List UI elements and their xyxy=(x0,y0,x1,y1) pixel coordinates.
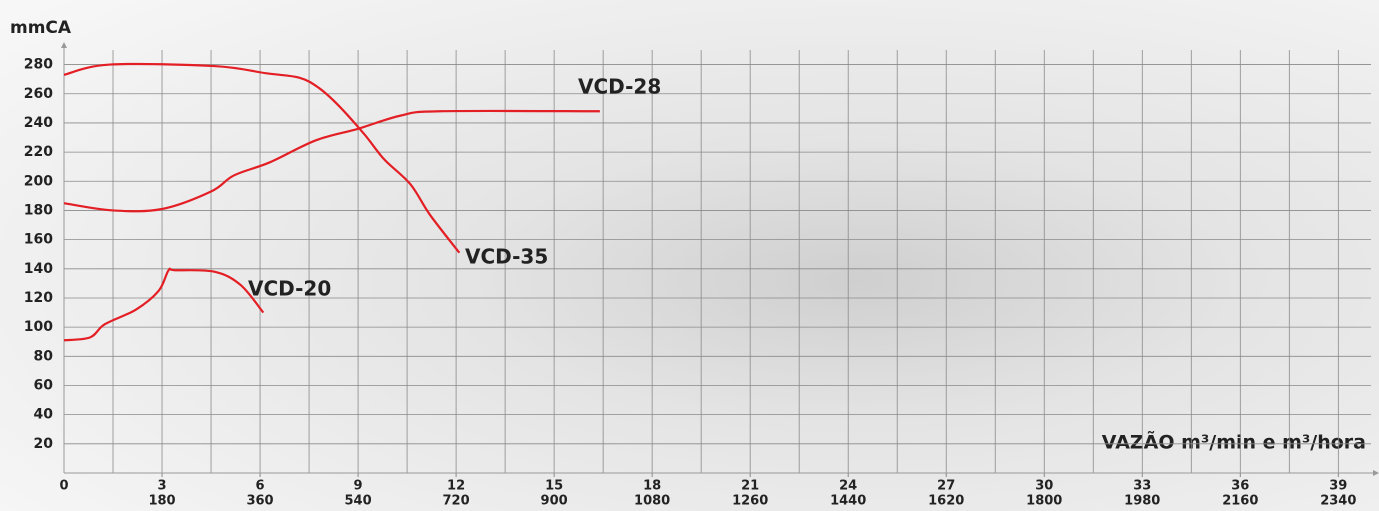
x-tick-label: 24 xyxy=(839,479,857,494)
x-tick-label: 6 xyxy=(256,479,265,494)
x-axis-label: VAZÃO m³/min e m³/hora xyxy=(1102,430,1366,454)
y-tick-label: 120 xyxy=(24,290,53,306)
y-tick-label: 100 xyxy=(24,319,53,335)
x-tick-label: 9 xyxy=(354,479,363,494)
y-tick-label: 180 xyxy=(24,202,53,218)
y-tick-label: 140 xyxy=(24,261,53,277)
y-tick-label: 280 xyxy=(24,57,53,73)
x-tick-label: 15 xyxy=(545,479,563,494)
y-tick-label: 80 xyxy=(34,348,54,364)
y-tick-label: 220 xyxy=(24,144,53,160)
x-axis-arrow xyxy=(1373,470,1379,476)
x-tick-label-secondary: 1440 xyxy=(830,494,866,509)
series-label: VCD-28 xyxy=(578,75,661,99)
series-line xyxy=(63,62,461,254)
x-tick-label-secondary: 1800 xyxy=(1026,494,1062,509)
x-tick-label: 18 xyxy=(643,479,661,494)
x-tick-label: 21 xyxy=(741,479,759,494)
x-tick-label: 39 xyxy=(1329,479,1347,494)
y-tick-label: 160 xyxy=(24,232,53,248)
series-line xyxy=(63,267,265,342)
y-tick-label: 20 xyxy=(34,436,54,452)
x-tick-label-secondary: 2340 xyxy=(1320,494,1356,509)
x-tick-label: 0 xyxy=(59,479,68,494)
x-tick-label-secondary: 720 xyxy=(443,494,470,509)
y-tick-label: 260 xyxy=(24,86,53,102)
x-tick-label-secondary: 1260 xyxy=(732,494,768,509)
x-tick-label: 27 xyxy=(937,479,955,494)
series-label: VCD-20 xyxy=(248,277,331,301)
x-tick-label: 3 xyxy=(158,479,167,494)
x-tick-label: 30 xyxy=(1035,479,1053,494)
x-tick-label-secondary: 2160 xyxy=(1222,494,1258,509)
y-axis-arrow xyxy=(61,42,67,48)
x-tick-label: 36 xyxy=(1231,479,1249,494)
y-tick-label: 40 xyxy=(34,407,54,423)
series-line xyxy=(63,109,600,213)
x-tick-label-secondary: 1620 xyxy=(928,494,964,509)
x-tick-label: 12 xyxy=(447,479,465,494)
x-tick-label-secondary: 180 xyxy=(148,494,175,509)
series-label: VCD-35 xyxy=(465,245,548,269)
x-tick-label-secondary: 540 xyxy=(345,494,372,509)
y-axis-label: mmCA xyxy=(10,18,72,38)
x-tick-label-secondary: 1980 xyxy=(1124,494,1160,509)
x-tick-label-secondary: 900 xyxy=(541,494,568,509)
x-tick-label-secondary: 1080 xyxy=(634,494,670,509)
x-tick-label: 33 xyxy=(1133,479,1151,494)
y-tick-label: 240 xyxy=(24,115,53,131)
y-tick-label: 200 xyxy=(24,173,53,189)
x-tick-label-secondary: 360 xyxy=(246,494,273,509)
y-tick-label: 60 xyxy=(34,377,54,393)
